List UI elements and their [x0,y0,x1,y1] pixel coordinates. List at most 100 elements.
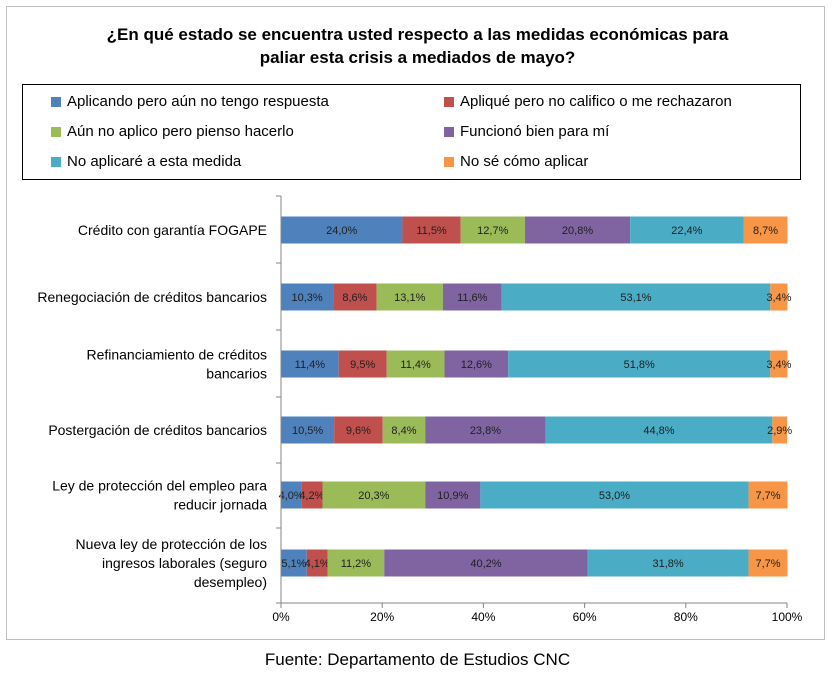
bar-segment [281,481,302,509]
data-label: 20,8% [562,225,593,237]
bar-segment [425,481,481,509]
data-label: 4,1% [305,558,330,570]
legend-swatch [444,127,454,137]
data-label: 3,4% [766,359,791,371]
legend-label: Apliqué pero no califico o me rechazaron [460,93,732,110]
bar-segment [281,216,403,244]
x-tick-label: 80% [674,610,698,624]
category-label: Ley de protección del empleo para reducir… [52,478,267,513]
data-label: 7,7% [755,558,780,570]
data-label: 13,1% [394,292,425,304]
category-label-line: reducir jornada [174,497,268,513]
category-label-line: Ley de protección del empleo para [52,478,267,494]
data-label: 51,8% [624,359,655,371]
bar-segment [770,350,788,378]
legend-label: Aplicando pero aún no tengo respuesta [67,93,329,110]
bar-segment [501,283,771,311]
data-label: 11,4% [400,359,431,371]
plot-area: 24,0% 11,5% 12,7% 20,8% 22,4% 8,7% Crédito con… [37,195,803,624]
legend-swatch [51,127,61,137]
bar-segment [524,216,631,244]
bar-segment [333,283,377,311]
data-label: 31,8% [652,558,683,570]
bar-segment [386,350,445,378]
legend-label: Funcionó bien para mí [460,123,610,140]
bar-segment [748,549,788,577]
category-label: Postergación de créditos bancarios [48,422,267,438]
chart-title: ¿En qué estado se encuentra usted respec… [60,23,775,69]
category-label-line: Postergación de créditos bancarios [48,422,267,438]
data-label: 20,3% [358,490,389,502]
x-tick-label: 0% [272,610,290,624]
bar-segment [545,416,773,444]
data-label: 9,5% [350,359,375,371]
bar-segment [281,416,335,444]
bar-segment [460,216,525,244]
bar-segment [301,481,323,509]
legend-swatch [444,97,454,107]
x-tick-label: 20% [370,610,394,624]
data-label: 2,9% [767,425,792,437]
category-label: Nueva ley de protección de los ingresos l… [76,536,268,590]
data-label: 12,7% [477,225,508,237]
bar-segment [382,416,426,444]
chart-title-line-1: ¿En qué estado se encuentra usted respec… [106,25,729,44]
data-label: 12,6% [461,359,492,371]
data-label: 5,1% [281,558,306,570]
data-label: 9,6% [346,425,371,437]
category-label-line: Crédito con garantía FOGAPE [78,222,267,238]
category-label-line: bancarios [206,366,267,382]
data-label: 8,4% [391,425,416,437]
bar-segment [327,549,385,577]
data-label: 4,0% [279,490,304,502]
bar-segment [338,350,387,378]
category-label-line: Refinanciamiento de créditos [86,347,267,363]
bar-segment [444,350,509,378]
category-label: Refinanciamiento de créditos bancarios [86,347,267,382]
x-tick-label: 40% [471,610,495,624]
data-label: 11,4% [295,359,326,371]
bar-segment [334,416,383,444]
bar-segment [508,350,771,378]
bar-segment [402,216,461,244]
bar-segment [748,481,788,509]
bar-segment [322,481,426,509]
x-tick-label: 60% [573,610,597,624]
data-label: 10,9% [437,490,468,502]
category-label-line: desempleo) [194,574,267,590]
legend-label: No sé cómo aplicar [460,153,589,170]
bar-segment [480,481,749,509]
bar-segment [384,549,588,577]
data-label: 4,2% [299,490,324,502]
bar-segment [587,549,749,577]
source-note: Fuente: Departamento de Estudios CNC [264,650,571,669]
category-label-line: Nueva ley de protección de los [76,536,267,552]
bar-segment [281,350,339,378]
chart-title-line-2: paliar esta crisis a mediados de mayo? [259,48,576,67]
data-label: 10,3% [291,292,322,304]
bar-segment [281,283,334,311]
bar-segment [425,416,546,444]
data-label: 8,6% [342,292,367,304]
data-label: 24,0% [326,225,357,237]
data-label: 7,7% [755,490,780,502]
data-label: 53,0% [599,490,630,502]
chart-legend: Aplicando pero aún no tengo respuesta Apl… [22,84,801,180]
x-tick-label: 100% [772,610,803,624]
category-label: Renegociación de créditos bancarios [37,289,267,305]
bar-segment [630,216,744,244]
bar-segment [770,283,788,311]
data-label: 11,5% [416,225,447,237]
data-label: 11,2% [341,558,372,570]
legend-swatch [51,157,61,167]
bar-segment [306,549,328,577]
bar-segment [743,216,788,244]
data-label: 53,1% [620,292,651,304]
category-label-line: ingresos laborales (seguro [102,555,267,571]
legend-swatch [444,157,454,167]
data-label: 3,4% [766,292,791,304]
chart-frame [6,6,825,640]
data-label: 22,4% [671,225,702,237]
data-label: 8,7% [753,225,778,237]
category-label-line: Renegociación de créditos bancarios [37,289,267,305]
